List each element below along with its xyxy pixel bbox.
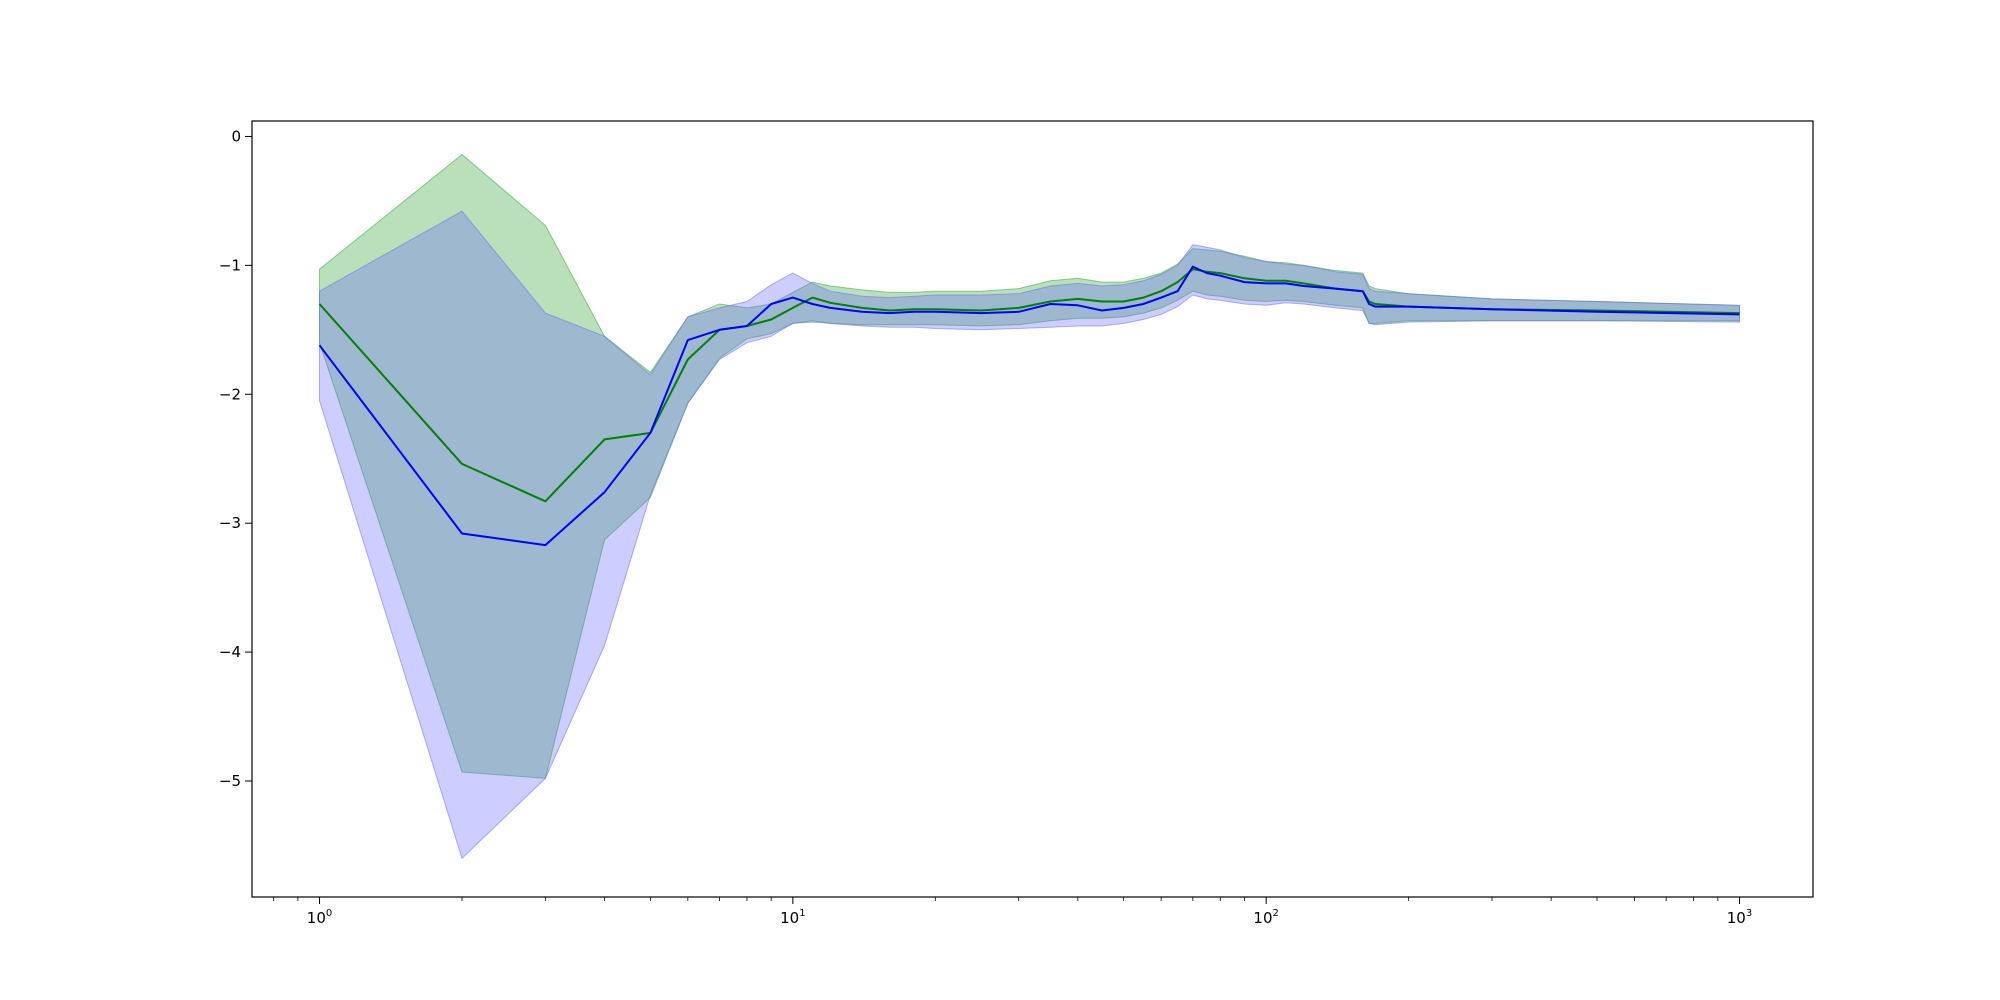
y-tick-label: 0 [231,127,241,145]
x-tick-label: 101 [780,908,805,927]
y-tick-label: −1 [219,256,241,274]
series-lines [318,265,1740,547]
y-axis: 0 −1 −2 −3 −4 −5 [219,127,252,790]
plot-frame [251,120,1814,898]
y-tick-label: −5 [219,772,241,790]
series-2-line [318,265,1740,547]
x-tick-label: 102 [1253,908,1278,927]
x-axis: 100 101 102 103 [273,897,1752,927]
y-tick-label: −2 [219,385,241,403]
y-tick-label: −3 [219,514,241,532]
y-tick-label: −4 [219,643,241,661]
x-tick-label: 103 [1727,908,1752,927]
x-tick-label: 100 [307,908,332,927]
